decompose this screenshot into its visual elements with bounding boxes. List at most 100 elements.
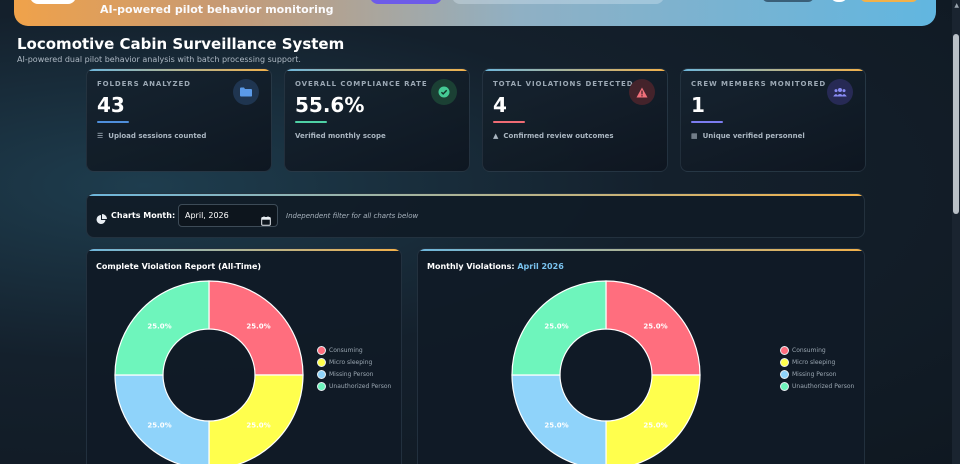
- donut-slice-micro-sleeping[interactable]: [605, 374, 701, 464]
- chart-title-prefix: Monthly Violations:: [427, 262, 515, 271]
- stat-label: TOTAL VIOLATIONS DETECTED: [493, 80, 634, 88]
- chart-title: Complete Violation Report (All-Time): [96, 262, 261, 271]
- donut-slice-consuming[interactable]: [605, 280, 701, 376]
- legend-swatch: [317, 346, 326, 355]
- check-circle-icon: [431, 79, 457, 105]
- legend-item-unauthorized-person[interactable]: Unauthorized Person: [317, 382, 391, 391]
- search-input[interactable]: [452, 0, 664, 4]
- legend-item-micro-sleeping[interactable]: Micro sleeping: [780, 358, 854, 367]
- chart-title: Monthly Violations: April 2026: [427, 262, 564, 271]
- nav-button[interactable]: [370, 0, 442, 4]
- scroll-up-arrow-icon[interactable]: ▲: [954, 2, 959, 9]
- chart-filter-bar: Charts Month: April, 2026 Independent fi…: [86, 193, 865, 238]
- stat-foot: ▲ Confirmed review outcomes: [493, 132, 614, 140]
- stat-foot: ▦ Unique verified personnel: [691, 132, 805, 140]
- donut-slice-unauthorized-person[interactable]: [114, 280, 210, 376]
- users-icon: [827, 79, 853, 105]
- month-picker-input[interactable]: April, 2026: [178, 204, 278, 227]
- folder-icon: [233, 79, 259, 105]
- legend-swatch: [780, 358, 789, 367]
- banner-subtitle: AI-powered pilot behavior monitoring: [100, 3, 334, 16]
- chart-title-text: Complete Violation Report (All-Time): [96, 262, 262, 271]
- filter-label: Charts Month:: [111, 211, 176, 220]
- legend-item-unauthorized-person[interactable]: Unauthorized Person: [780, 382, 854, 391]
- stat-value: 4: [493, 93, 507, 117]
- chart-panel-monthly: Monthly Violations: April 2026 25.0% 25.0…: [417, 248, 865, 464]
- slice-percent-label: 25.0%: [643, 323, 667, 331]
- pie-chart-icon: [96, 210, 107, 229]
- donut-slice-missing-person[interactable]: [511, 374, 607, 464]
- legend-swatch: [780, 382, 789, 391]
- action-button[interactable]: [860, 0, 918, 2]
- donut-chart-monthly: 25.0% 25.0% 25.0% 25.0%: [511, 280, 701, 464]
- legend-swatch: [317, 382, 326, 391]
- stat-label: OVERALL COMPLIANCE RATE: [295, 80, 428, 88]
- stat-underline: [493, 121, 525, 123]
- legend-swatch: [317, 370, 326, 379]
- page-scrollbar[interactable]: ▲: [952, 0, 960, 464]
- donut-slice-consuming[interactable]: [208, 280, 304, 376]
- chart-panel-all-time: Complete Violation Report (All-Time) 25.…: [86, 248, 402, 464]
- calendar-icon[interactable]: [261, 211, 271, 230]
- slice-percent-label: 25.0%: [643, 421, 667, 429]
- legend-label: Micro sleeping: [329, 359, 373, 366]
- stat-card-folders: FOLDERS ANALYZED 43 ☰ Upload sessions co…: [86, 68, 272, 172]
- slice-percent-label: 25.0%: [147, 323, 171, 331]
- stat-value: 55.6%: [295, 93, 365, 117]
- legend-label: Missing Person: [329, 371, 374, 378]
- stat-foot-text: Confirmed review outcomes: [503, 132, 614, 140]
- legend-swatch: [780, 370, 789, 379]
- stat-value: 43: [97, 93, 125, 117]
- page-title: Locomotive Cabin Surveillance System: [17, 35, 345, 53]
- app-logo[interactable]: [30, 0, 76, 4]
- legend-item-micro-sleeping[interactable]: Micro sleeping: [317, 358, 391, 367]
- slice-percent-label: 25.0%: [246, 421, 270, 429]
- donut-slice-missing-person[interactable]: [114, 374, 210, 464]
- warning-icon: ▲: [493, 132, 499, 140]
- slice-percent-label: 25.0%: [246, 323, 270, 331]
- stat-foot-text: Verified monthly scope: [295, 132, 386, 140]
- stat-foot-text: Unique verified personnel: [702, 132, 805, 140]
- slice-percent-label: 25.0%: [544, 323, 568, 331]
- stat-foot: ☰ Upload sessions counted: [97, 132, 206, 140]
- legend-swatch: [780, 346, 789, 355]
- month-picker-value: April, 2026: [185, 211, 229, 220]
- stat-foot-text: Upload sessions counted: [108, 132, 207, 140]
- chart-legend: Consuming Micro sleeping Missing Person Una…: [317, 346, 391, 391]
- legend-item-missing-person[interactable]: Missing Person: [780, 370, 854, 379]
- stat-underline: [97, 121, 129, 123]
- stat-card-violations: TOTAL VIOLATIONS DETECTED 4 ▲ Confirmed …: [482, 68, 668, 172]
- legend-label: Unauthorized Person: [792, 383, 855, 390]
- legend-label: Missing Person: [792, 371, 837, 378]
- legend-item-consuming[interactable]: Consuming: [780, 346, 854, 355]
- legend-swatch: [317, 358, 326, 367]
- donut-chart-all-time: 25.0% 25.0% 25.0% 25.0%: [114, 280, 304, 464]
- chart-legend: Consuming Micro sleeping Missing Person Una…: [780, 346, 854, 391]
- top-banner: AI-powered pilot behavior monitoring: [14, 0, 936, 26]
- legend-label: Consuming: [792, 347, 826, 354]
- legend-item-consuming[interactable]: Consuming: [317, 346, 391, 355]
- layers-icon: ☰: [97, 132, 104, 140]
- stat-label: FOLDERS ANALYZED: [97, 80, 191, 88]
- stat-card-compliance: OVERALL COMPLIANCE RATE 55.6% Verified m…: [284, 68, 470, 172]
- chart-title-month: April 2026: [517, 262, 564, 271]
- stat-value: 1: [691, 93, 705, 117]
- scroll-thumb[interactable]: [953, 34, 959, 214]
- warning-icon: [629, 79, 655, 105]
- stat-underline: [295, 121, 327, 123]
- legend-item-missing-person[interactable]: Missing Person: [317, 370, 391, 379]
- id-card-icon: ▦: [691, 132, 698, 140]
- stat-foot: Verified monthly scope: [295, 132, 386, 140]
- slice-percent-label: 25.0%: [544, 421, 568, 429]
- user-avatar[interactable]: [830, 0, 848, 2]
- legend-label: Consuming: [329, 347, 363, 354]
- filter-note: Independent filter for all charts below: [286, 212, 419, 220]
- stat-underline: [691, 121, 723, 123]
- stat-label: CREW MEMBERS MONITORED: [691, 80, 827, 88]
- toolbar-button[interactable]: [762, 0, 814, 2]
- legend-label: Micro sleeping: [792, 359, 836, 366]
- donut-slice-micro-sleeping[interactable]: [208, 374, 304, 464]
- donut-slice-unauthorized-person[interactable]: [511, 280, 607, 376]
- stat-card-crew: CREW MEMBERS MONITORED 1 ▦ Unique verifi…: [680, 68, 866, 172]
- slice-percent-label: 25.0%: [147, 421, 171, 429]
